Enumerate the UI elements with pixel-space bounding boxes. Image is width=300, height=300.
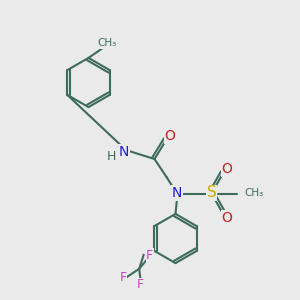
Text: O: O	[222, 162, 232, 176]
Text: F: F	[137, 278, 144, 292]
Text: O: O	[222, 211, 232, 225]
Text: F: F	[119, 271, 127, 284]
Text: F: F	[146, 249, 153, 262]
Text: N: N	[119, 145, 129, 158]
Text: S: S	[207, 185, 216, 200]
Text: CH₃: CH₃	[244, 188, 264, 199]
Text: CH₃: CH₃	[97, 38, 116, 49]
Text: N: N	[172, 186, 182, 200]
Text: H: H	[106, 149, 116, 163]
Text: O: O	[165, 129, 176, 143]
